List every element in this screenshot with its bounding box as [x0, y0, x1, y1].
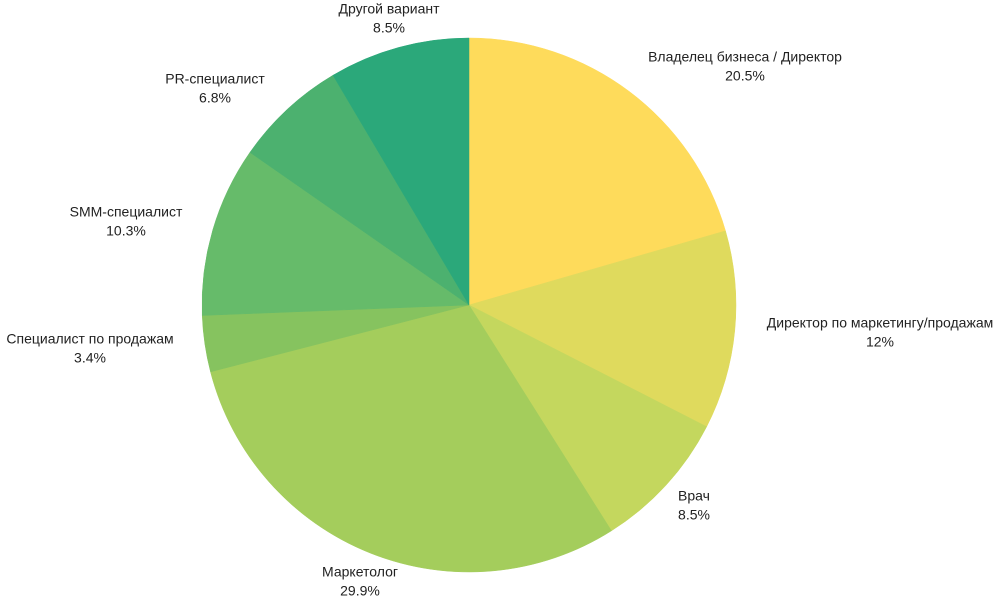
slice-label-2: Директор по маркетингу/продажам [767, 315, 993, 331]
slice-value-6: 10.3% [106, 223, 146, 239]
pie-slice-6 [201, 152, 470, 316]
slice-value-1: 20.5% [725, 68, 765, 84]
slice-value-4: 29.9% [340, 583, 380, 599]
pie-slice-3 [468, 304, 707, 532]
slice-label-5: Специалист по продажам [6, 331, 173, 347]
pie-slice-1 [468, 37, 726, 306]
slice-value-2: 12% [866, 334, 894, 350]
pie-slices [201, 37, 737, 573]
slice-labels: Владелец бизнеса / Директор 20.5% Директор… [6, 1, 993, 599]
pie-slice-7 [249, 74, 470, 306]
slice-value-7: 6.8% [199, 90, 231, 106]
slice-value-5: 3.4% [74, 350, 106, 366]
pie-slice-8 [332, 37, 470, 306]
pie-slice-4 [210, 304, 612, 573]
slice-label-1: Владелец бизнеса / Директор [648, 49, 842, 65]
pie-slice-2 [468, 230, 737, 428]
slice-label-8: Другой вариант [338, 1, 440, 17]
slice-label-7: PR-специалист [165, 71, 265, 87]
slice-label-4: Маркетолог [322, 564, 398, 580]
slice-label-3: Врач [678, 488, 710, 504]
slice-value-3: 8.5% [678, 507, 710, 523]
slice-label-6: SMM-специалист [70, 204, 183, 220]
slice-value-8: 8.5% [373, 20, 405, 36]
